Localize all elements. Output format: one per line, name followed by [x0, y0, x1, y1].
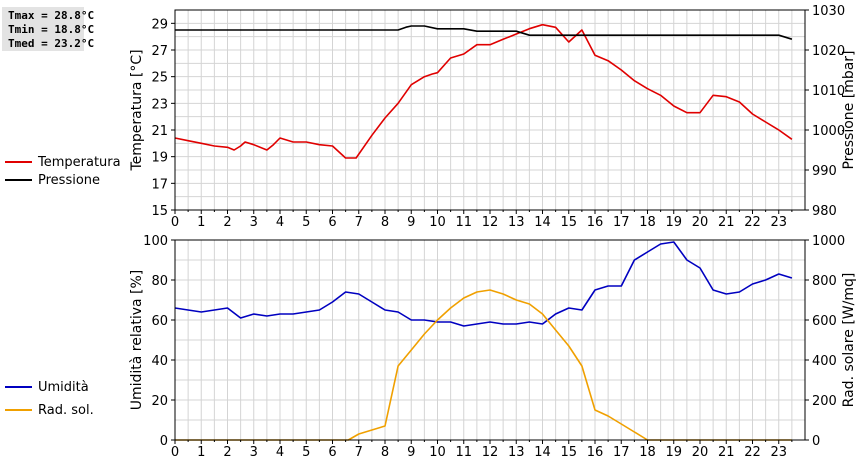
temp-chart-ytick-right-label: 1000	[812, 124, 845, 139]
stat-tmax: Tmax = 28.8°C	[8, 9, 95, 22]
temp-chart-xtick-label: 0	[171, 215, 179, 230]
humidity-chart-xtick-label: 14	[534, 445, 551, 460]
humidity-chart-xtick-label: 6	[328, 445, 336, 460]
temp-chart-ytick-right-label: 980	[812, 204, 837, 219]
humidity-chart-xtick-label: 19	[665, 445, 682, 460]
temp-chart-ytick-right-label: 1020	[812, 44, 845, 59]
temp-chart-xtick-label: 23	[770, 215, 787, 230]
humidity-chart-ytick-right-label: 400	[812, 354, 837, 369]
temp-chart-ylabel: Temperatura [°C]	[129, 49, 145, 171]
temp-chart-ytick-label: 19	[151, 151, 168, 166]
temp-chart-xtick-label: 5	[302, 215, 310, 230]
temp-chart-xtick-label: 10	[429, 215, 446, 230]
temp-chart-xtick-label: 21	[718, 215, 735, 230]
humidity-chart-ytick-right-label: 200	[812, 394, 837, 409]
humidity-chart-xtick-label: 23	[770, 445, 787, 460]
humidity-chart-xtick-label: 9	[407, 445, 415, 460]
humidity-chart-ytick-right-label: 800	[812, 274, 837, 289]
humidity-chart-xtick-label: 1	[197, 445, 205, 460]
temp-chart-xtick-label: 22	[744, 215, 761, 230]
temp-chart-xtick-label: 6	[328, 215, 336, 230]
temp-chart-xtick-label: 4	[276, 215, 284, 230]
humidity-chart-legend-label: Umidità	[38, 380, 89, 395]
temp-chart-xtick-label: 2	[223, 215, 231, 230]
temp-chart-ytick-right-label: 990	[812, 164, 837, 179]
temp-chart-ylabel-right: Pressione [mbar]	[841, 50, 857, 169]
humidity-chart-xtick-label: 16	[587, 445, 604, 460]
humidity-chart-xtick-label: 7	[355, 445, 363, 460]
temp-chart-xtick-label: 19	[665, 215, 682, 230]
temp-chart-xtick-label: 12	[482, 215, 499, 230]
temp-chart-ytick-label: 23	[151, 97, 168, 112]
stats-box: Tmax = 28.8°C Tmin = 18.8°C Tmed = 23.2°…	[2, 7, 95, 51]
stat-tmin: Tmin = 18.8°C	[8, 23, 95, 36]
temp-chart-xtick-label: 14	[534, 215, 551, 230]
humidity-chart-series-secondary-line	[175, 289, 792, 441]
temp-chart-ytick-label: 15	[151, 204, 168, 219]
temp-chart-ytick-label: 17	[151, 177, 168, 192]
humidity-chart-ylabel-right: Rad. solare [W/mq]	[841, 273, 857, 408]
temp-chart-series-secondary-line	[175, 25, 793, 40]
humidity-chart-xtick-label: 18	[639, 445, 656, 460]
temp-chart-xtick-label: 11	[455, 215, 472, 230]
temp-chart-ytick-label: 29	[151, 17, 168, 32]
temp-chart-ytick-right-label: 1030	[812, 4, 845, 19]
temp-chart-xtick-label: 17	[613, 215, 630, 230]
humidity-chart-xtick-label: 22	[744, 445, 761, 460]
temp-chart-ytick-label: 21	[151, 124, 168, 139]
humidity-chart-xtick-label: 4	[276, 445, 284, 460]
temp-chart-xtick-label: 18	[639, 215, 656, 230]
humidity-chart-xtick-label: 5	[302, 445, 310, 460]
humidity-chart-xtick-label: 20	[692, 445, 709, 460]
temp-chart-xtick-label: 20	[692, 215, 709, 230]
humidity-chart-ytick-label: 80	[151, 274, 168, 289]
humidity-chart-xtick-label: 13	[508, 445, 525, 460]
temp-chart-ytick-right-label: 1010	[812, 84, 845, 99]
humidity-chart-ytick-label: 40	[151, 354, 168, 369]
humidity-chart-xtick-label: 10	[429, 445, 446, 460]
humidity-chart-ytick-label: 0	[160, 434, 168, 449]
humidity-chart-legend-label: Rad. sol.	[38, 403, 94, 418]
humidity-chart-ytick-right-label: 0	[812, 434, 820, 449]
temp-chart-xtick-label: 15	[560, 215, 577, 230]
humidity-chart-xtick-label: 3	[250, 445, 258, 460]
humidity-chart-xtick-label: 21	[718, 445, 735, 460]
humidity-chart-xtick-label: 11	[455, 445, 472, 460]
humidity-chart-ytick-label: 100	[143, 234, 168, 249]
humidity-chart-ytick-label: 20	[151, 394, 168, 409]
temp-chart-xtick-label: 1	[197, 215, 205, 230]
temp-chart-xtick-label: 8	[381, 215, 389, 230]
humidity-chart-xtick-label: 15	[560, 445, 577, 460]
stat-tmed: Tmed = 23.2°C	[8, 37, 95, 50]
humidity-chart-xtick-label: 2	[223, 445, 231, 460]
humidity-chart-xtick-label: 8	[381, 445, 389, 460]
temp-chart-series-primary-line	[174, 23, 793, 159]
temp-chart-legend-label: Temperatura	[37, 155, 121, 170]
temp-chart-xtick-label: 7	[355, 215, 363, 230]
temp-chart-xtick-label: 3	[250, 215, 258, 230]
temp-chart-ytick-label: 27	[151, 44, 168, 59]
temp-chart-ytick-label: 25	[151, 71, 168, 86]
humidity-chart-series-primary-line	[174, 241, 793, 327]
humidity-chart-xtick-label: 0	[171, 445, 179, 460]
humidity-chart-ytick-right-label: 600	[812, 314, 837, 329]
humidity-chart-ylabel: Umidità relativa [%]	[129, 270, 145, 411]
humidity-chart-ytick-right-label: 1000	[812, 234, 845, 249]
humidity-chart-ytick-label: 60	[151, 314, 168, 329]
humidity-chart-xtick-label: 17	[613, 445, 630, 460]
humidity-chart-xtick-label: 12	[482, 445, 499, 460]
temp-chart-legend-label: Pressione	[38, 173, 100, 188]
temp-chart-xtick-label: 16	[587, 215, 604, 230]
temp-chart-xtick-label: 13	[508, 215, 525, 230]
temp-chart-xtick-label: 9	[407, 215, 415, 230]
